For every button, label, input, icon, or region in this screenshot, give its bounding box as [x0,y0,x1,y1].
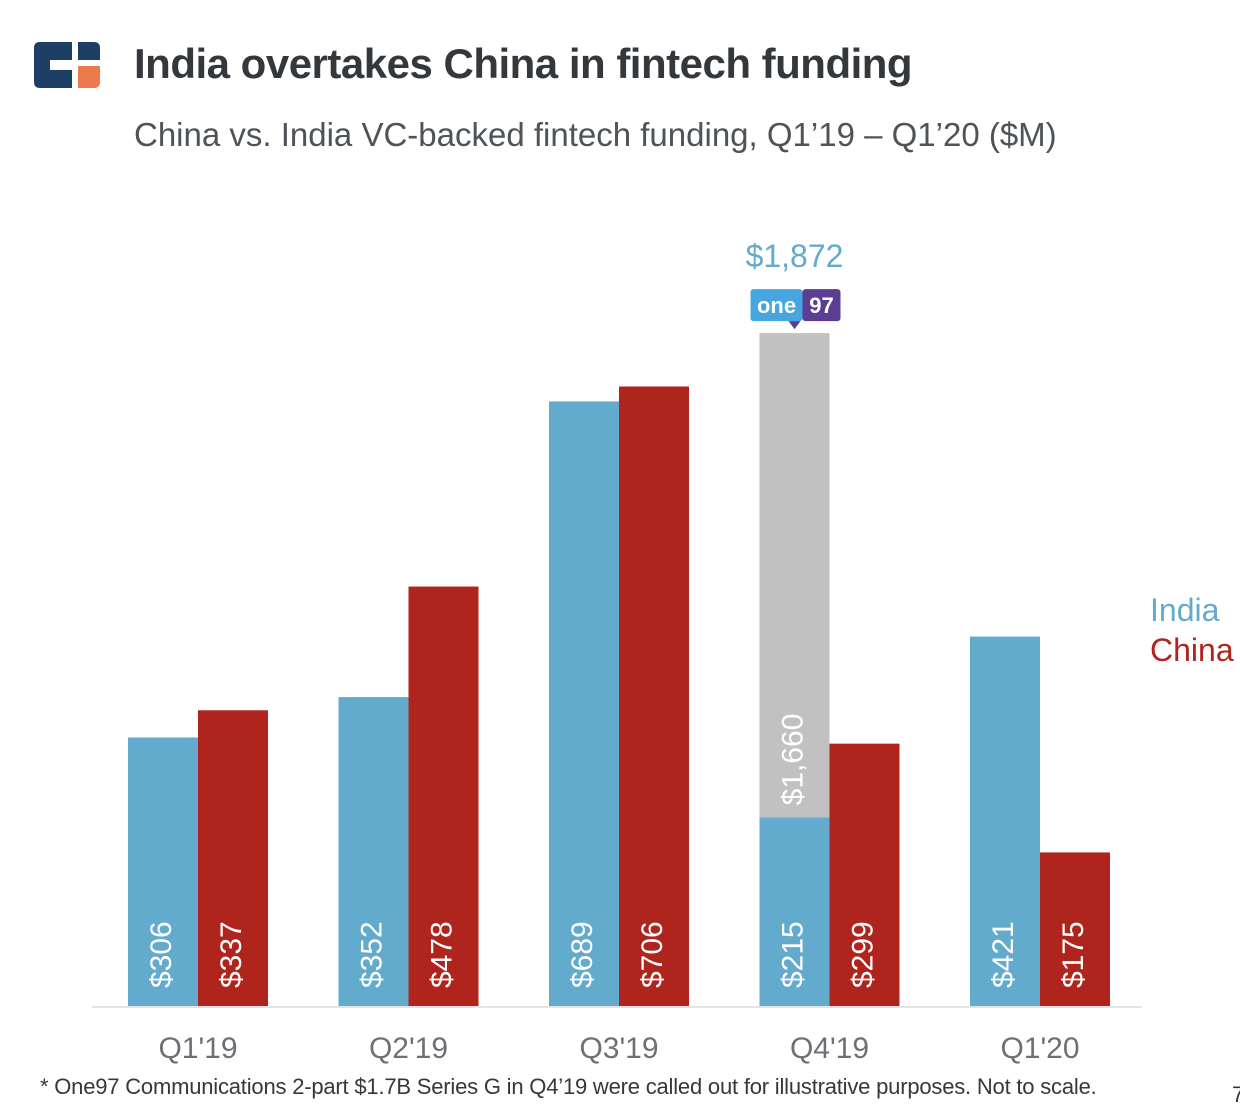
bar-india-4 [970,636,1040,1006]
bar-chart: $306 $337 Q1'19 $352 $478 Q2'19 $689 $706 Q3'19 $… [92,238,1142,1065]
legend-china: China [1150,632,1234,668]
bar-china-1 [408,586,479,1006]
x-tick-label-0: Q1'19 [158,1032,237,1065]
x-tick-label-1: Q2'19 [369,1032,448,1065]
callout-segment-bar [759,333,830,818]
bar-label-china-2: $706 [636,921,669,988]
legend-india: India [1150,592,1220,628]
bar-label-india-1: $352 [355,921,388,988]
chart-header: India overtakes China in fintech funding [32,34,1212,94]
page-number: 7 [1232,1082,1240,1107]
badge-pointer [788,321,801,330]
chart-title: India overtakes China in fintech funding [134,40,913,87]
x-tick-label-3: Q4'19 [790,1032,869,1065]
bar-china-0 [198,710,268,1006]
x-tick-label-4: Q1'20 [1000,1032,1079,1065]
badge-left [750,289,803,322]
badge-right [802,289,841,322]
badge-text-97: 97 [809,293,833,318]
bar-india-1 [338,697,409,1006]
bar-label-china-4: $175 [1057,921,1090,988]
badge-text-one: one [757,293,796,318]
brand-logo [34,42,100,88]
chart-legend: India China [1150,590,1234,670]
logo-bottom-right [78,66,100,88]
bar-label-india-4: $421 [987,921,1020,988]
bar-china-2 [619,386,689,1006]
bar-india-2 [549,401,619,1007]
logo-notch [50,60,72,70]
bar-label-china-1: $478 [425,921,458,988]
bar-label-india-3: $215 [776,921,809,988]
callout-segment-label: $1,660 [776,714,809,806]
bar-india-0 [128,737,198,1006]
callout-total-label: $1,872 [746,238,844,274]
bar-label-china-0: $337 [215,921,248,988]
bar-china-3 [829,743,900,1006]
bar-india-3 [759,817,830,1006]
bar-label-india-0: $306 [145,921,178,988]
logo-top-right [78,42,100,60]
bar-label-india-2: $689 [566,921,599,988]
x-tick-label-2: Q3'19 [579,1032,658,1065]
bar-china-4 [1040,852,1110,1006]
chart-subtitle: China vs. India VC-backed fintech fundin… [134,116,1057,153]
footnote: * One97 Communications 2-part $1.7B Seri… [40,1074,1097,1099]
bar-label-china-3: $299 [846,921,879,988]
